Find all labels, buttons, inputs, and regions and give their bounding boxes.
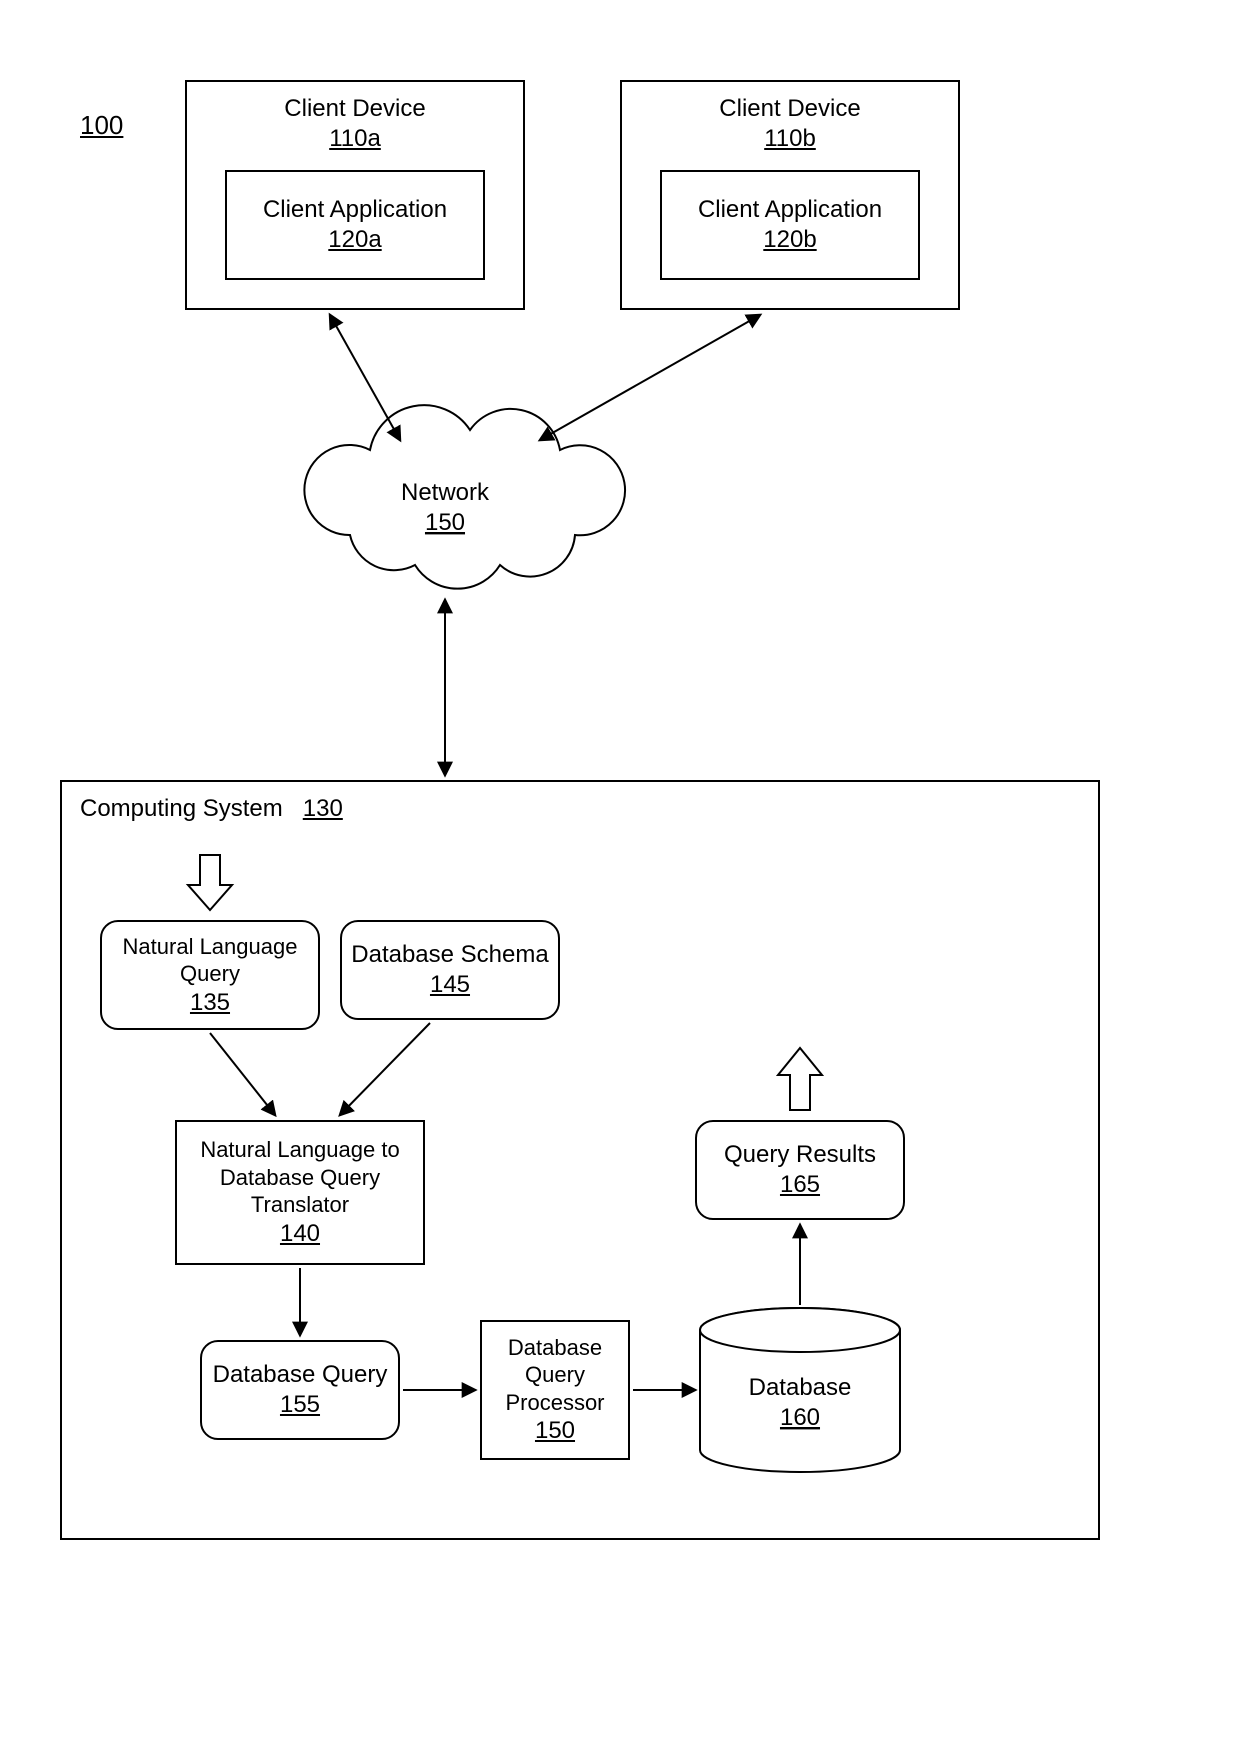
figure-number-text: 100 <box>80 110 123 140</box>
client-app-b-title: Client Application <box>662 195 918 225</box>
edge-clienta-network <box>330 315 400 440</box>
client-app-a: Client Application 120a <box>225 170 485 280</box>
diagram-canvas: 100 Client Device 110a Client Applicatio… <box>0 0 1240 1739</box>
edge-clientb-network <box>540 315 760 440</box>
network-cloud: Network 150 <box>304 405 625 588</box>
client-device-b-ref: 110b <box>622 124 958 154</box>
network-title: Network <box>401 479 490 506</box>
dq-processor-ref: 150 <box>482 1416 628 1446</box>
client-app-a-ref: 120a <box>227 225 483 255</box>
client-app-b-ref: 120b <box>662 225 918 255</box>
network-ref: 150 <box>425 509 465 536</box>
computing-system-label: Computing System 130 <box>80 795 343 823</box>
schema-ref: 145 <box>342 970 558 1000</box>
nlq-title: Natural LanguageQuery <box>102 933 318 988</box>
client-device-a-ref: 110a <box>187 124 523 154</box>
nlq-ref: 135 <box>102 988 318 1018</box>
client-app-b: Client Application 120b <box>660 170 920 280</box>
client-app-a-title: Client Application <box>227 195 483 225</box>
schema-box: Database Schema 145 <box>340 920 560 1020</box>
schema-title: Database Schema <box>342 940 558 970</box>
dq-processor-title: DatabaseQueryProcessor <box>482 1334 628 1417</box>
translator-box: Natural Language toDatabase QueryTransla… <box>175 1120 425 1265</box>
figure-number: 100 <box>80 110 123 141</box>
client-device-b-title: Client Device <box>622 94 958 124</box>
translator-title: Natural Language toDatabase QueryTransla… <box>177 1136 423 1219</box>
dbquery-box: Database Query 155 <box>200 1340 400 1440</box>
client-device-a-title: Client Device <box>187 94 523 124</box>
results-ref: 165 <box>697 1170 903 1200</box>
nlq-box: Natural LanguageQuery 135 <box>100 920 320 1030</box>
results-box: Query Results 165 <box>695 1120 905 1220</box>
dbquery-title: Database Query <box>202 1360 398 1390</box>
results-title: Query Results <box>697 1140 903 1170</box>
translator-ref: 140 <box>177 1219 423 1249</box>
computing-system-ref: 130 <box>303 795 343 822</box>
computing-system-title: Computing System <box>80 795 283 822</box>
dbquery-ref: 155 <box>202 1390 398 1420</box>
dq-processor-box: DatabaseQueryProcessor 150 <box>480 1320 630 1460</box>
